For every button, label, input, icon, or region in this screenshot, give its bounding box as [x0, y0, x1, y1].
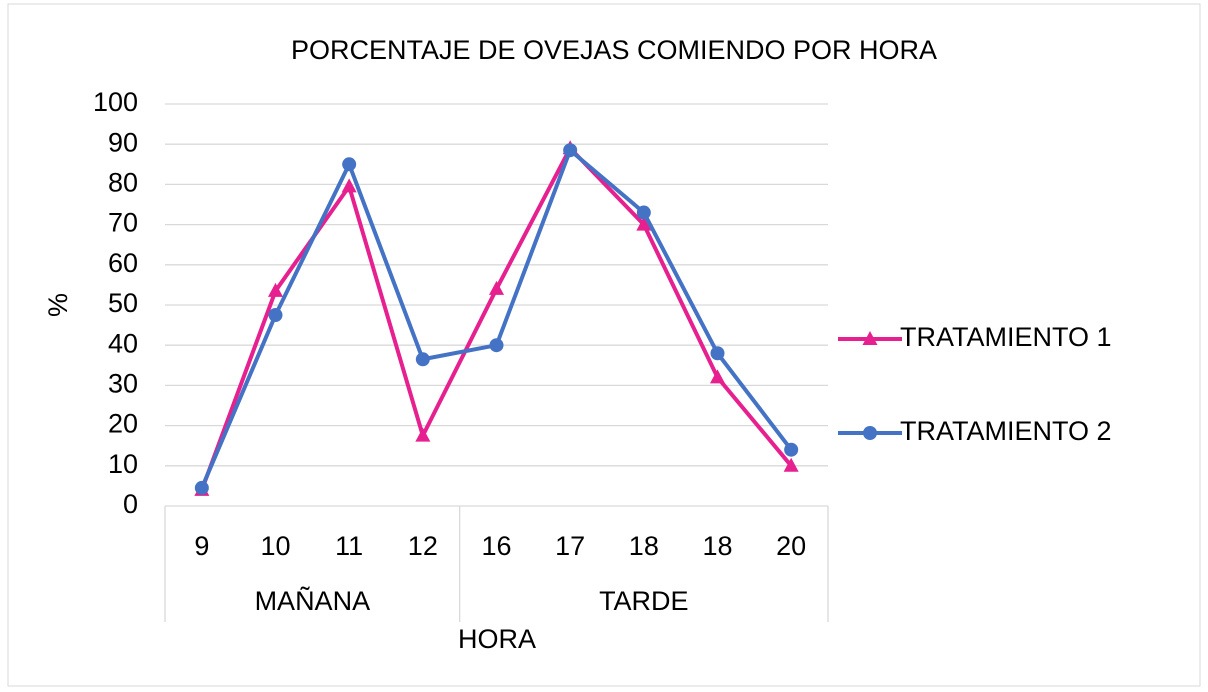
- marker: [415, 352, 430, 367]
- marker: [862, 331, 878, 345]
- x-tick-label: 20: [776, 531, 806, 561]
- marker: [268, 282, 283, 297]
- x-tick-label: 10: [260, 531, 290, 561]
- y-tick-label: 100: [93, 87, 138, 117]
- x-axis-label: HORA: [458, 624, 536, 654]
- y-tick-label: 60: [108, 248, 138, 278]
- y-tick-label: 20: [108, 409, 138, 439]
- x-tick-label: 18: [629, 531, 659, 561]
- marker: [563, 143, 578, 158]
- marker: [863, 426, 877, 440]
- y-tick-label: 80: [108, 168, 138, 198]
- marker: [710, 369, 725, 384]
- marker: [342, 157, 357, 172]
- y-tick-label: 70: [108, 208, 138, 238]
- marker: [784, 442, 799, 457]
- marker: [636, 205, 651, 220]
- x-tick-label: 12: [408, 531, 438, 561]
- group-label: MAÑANA: [255, 585, 371, 616]
- y-tick-label: 30: [108, 369, 138, 399]
- marker: [268, 308, 283, 323]
- chart-title: PORCENTAJE DE OVEJAS COMIENDO POR HORA: [291, 35, 937, 65]
- group-label: TARDE: [599, 586, 689, 616]
- legend-label: TRATAMIENTO 1: [900, 322, 1112, 352]
- x-tick-label: 17: [555, 531, 585, 561]
- marker: [194, 480, 209, 495]
- marker: [341, 178, 357, 193]
- marker: [489, 280, 504, 295]
- marker: [636, 216, 652, 231]
- y-tick-label: 50: [108, 288, 138, 318]
- y-tick-label: 40: [108, 328, 138, 358]
- x-tick-label: 9: [194, 531, 209, 561]
- y-tick-label: 0: [123, 489, 138, 519]
- marker: [415, 427, 431, 442]
- x-tick-label: 16: [481, 531, 511, 561]
- y-axis-label: %: [43, 293, 73, 317]
- marker: [710, 346, 725, 361]
- legend-label: TRATAMIENTO 2: [900, 416, 1112, 446]
- x-tick-label: 11: [335, 531, 363, 561]
- y-tick-label: 10: [108, 449, 138, 479]
- y-tick-label: 90: [108, 127, 138, 157]
- marker: [783, 457, 799, 472]
- marker: [489, 338, 504, 353]
- x-tick-label: 18: [702, 531, 732, 561]
